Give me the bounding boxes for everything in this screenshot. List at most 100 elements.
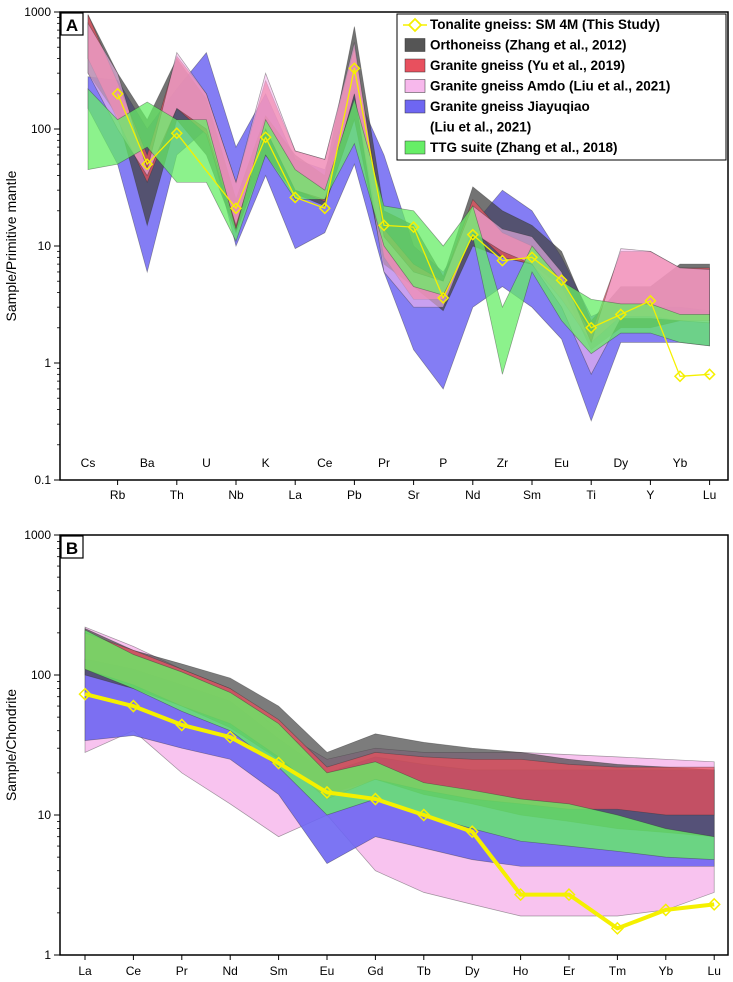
panel-letter: B xyxy=(66,539,78,558)
sample-point xyxy=(175,718,189,732)
band-ttg-suite xyxy=(87,88,710,375)
y-tick-label: 1000 xyxy=(24,5,51,19)
x-tick-label: Zr xyxy=(497,456,508,470)
x-tick-label: Nd xyxy=(223,964,238,978)
x-tick-label: Cs xyxy=(81,456,96,470)
legend-label-line2: (Liu et al., 2021) xyxy=(430,120,531,135)
sample-point xyxy=(514,888,528,902)
x-tick-label: K xyxy=(262,456,270,470)
x-tick-label: Yb xyxy=(658,964,673,978)
x-tick-label: Th xyxy=(170,488,184,502)
sample-point xyxy=(496,254,509,267)
sample-point xyxy=(111,87,124,100)
sample-point xyxy=(170,127,183,140)
sample-line xyxy=(84,692,715,931)
sample-point xyxy=(417,808,431,822)
x-tick-label: Pr xyxy=(378,456,390,470)
y-tick-label: 10 xyxy=(38,808,52,822)
sample-point xyxy=(223,730,237,744)
plot-area xyxy=(87,14,716,422)
sample-point xyxy=(610,921,624,935)
panel-letter-box xyxy=(60,535,84,559)
x-tick-label: Dy xyxy=(465,964,480,978)
x-tick-label: Lu xyxy=(708,964,721,978)
y-tick-label: 1 xyxy=(44,948,51,962)
x-tick-label: Yb xyxy=(673,456,688,470)
x-tick-label: Ba xyxy=(140,456,155,470)
x-tick-label: Tb xyxy=(417,964,431,978)
sample-point xyxy=(707,897,721,911)
x-tick-label: Dy xyxy=(613,456,628,470)
sample-point xyxy=(141,158,154,171)
legend-label: Tonalite gneiss: SM 4M (This Study) xyxy=(430,17,660,32)
sample-point xyxy=(126,699,140,713)
sample-point xyxy=(659,903,673,917)
y-tick-label: 10 xyxy=(38,239,52,253)
y-axis-title: Sample/Chondrite xyxy=(3,689,19,801)
sample-point xyxy=(272,756,286,770)
sample-point xyxy=(259,131,272,144)
x-tick-label: Sm xyxy=(270,964,288,978)
sample-point xyxy=(407,221,420,234)
x-tick-label: Eu xyxy=(320,964,335,978)
legend-label: Granite gneiss Jiayuqiao xyxy=(430,99,590,114)
panel-letter-box xyxy=(60,12,84,36)
x-tick-label: Pb xyxy=(347,488,362,502)
x-tick-label: Er xyxy=(563,964,575,978)
legend-swatch xyxy=(404,58,426,73)
sample-point xyxy=(585,321,598,334)
panel-letter: A xyxy=(66,16,78,35)
x-tick-label: Ce xyxy=(126,964,142,978)
x-tick-label: Ho xyxy=(513,964,529,978)
sample-line xyxy=(117,67,710,377)
x-tick-label: U xyxy=(202,456,211,470)
x-tick-label: Nd xyxy=(465,488,480,502)
y-tick-label: 1000 xyxy=(24,528,51,542)
legend-swatch xyxy=(404,79,426,93)
sample-point xyxy=(644,294,657,307)
legend-label: Granite gneiss (Yu et al., 2019) xyxy=(430,58,625,73)
plot-frame xyxy=(59,534,729,956)
sample-point xyxy=(437,291,450,304)
x-tick-label: Rb xyxy=(110,488,126,502)
y-tick-label: 100 xyxy=(31,122,51,136)
x-tick-label: Sr xyxy=(408,488,420,502)
legend-swatch xyxy=(404,140,426,155)
legend-diamond-symbol xyxy=(407,17,423,33)
x-tick-label: Tm xyxy=(609,964,626,978)
sample-point xyxy=(562,888,576,902)
legend-label: Orthoneiss (Zhang et al., 2012) xyxy=(430,38,627,53)
x-tick-label: Pr xyxy=(176,964,188,978)
x-tick-label: La xyxy=(289,488,303,502)
x-tick-label: La xyxy=(78,964,92,978)
x-tick-label: Ti xyxy=(586,488,596,502)
y-tick-label: 1 xyxy=(44,356,51,370)
sample-point xyxy=(318,202,331,215)
sample-point xyxy=(229,202,243,215)
y-tick-label: 0.1 xyxy=(34,473,51,487)
legend-label: TTG suite (Zhang et al., 2018) xyxy=(430,140,618,155)
x-tick-label: Y xyxy=(646,488,654,502)
sample-point xyxy=(555,274,568,287)
x-tick-label: Lu xyxy=(703,488,716,502)
sample-point xyxy=(320,785,334,799)
sample-point xyxy=(466,228,479,241)
sample-point xyxy=(377,219,391,232)
legend-box xyxy=(396,13,727,161)
sample-point xyxy=(348,62,361,75)
y-axis-title: Sample/Primitive mantle xyxy=(3,170,19,321)
sample-point xyxy=(614,308,627,321)
x-tick-label: Nb xyxy=(228,488,244,502)
sample-point xyxy=(465,825,479,839)
sample-point xyxy=(289,191,302,204)
x-tick-label: Eu xyxy=(554,456,569,470)
x-tick-label: P xyxy=(439,456,447,470)
x-tick-label: Sm xyxy=(523,488,541,502)
sample-point xyxy=(703,368,716,381)
sample-point xyxy=(673,370,687,383)
plot-area xyxy=(78,626,721,935)
panel-a-chart: 0.1 1 10 100 1000 Sample/Primitive mantle Cs Rb… xyxy=(3,5,729,502)
panel-b-chart: 1 10 100 1000 Sample/Chondrite La Ce Pr Nd Sm Eu Gd… xyxy=(3,528,729,978)
sample-point xyxy=(78,687,92,701)
